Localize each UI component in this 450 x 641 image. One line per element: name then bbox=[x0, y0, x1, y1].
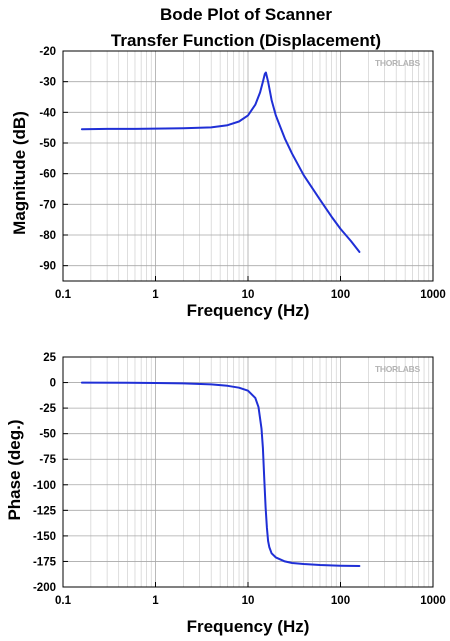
magnitude-y-tick-label: -30 bbox=[39, 77, 56, 89]
phase-y-tick-label: 25 bbox=[43, 352, 56, 364]
phase-y-tick-label: 0 bbox=[50, 378, 56, 390]
magnitude-x-tick-label: 100 bbox=[331, 289, 350, 301]
phase-x-tick-label: 0.1 bbox=[55, 595, 72, 607]
phase-y-tick-label: -150 bbox=[33, 531, 56, 543]
phase-x-axis-label: Frequency (Hz) bbox=[187, 617, 310, 636]
phase-x-tick-label: 100 bbox=[331, 595, 350, 607]
phase-y-tick-label: -75 bbox=[39, 454, 56, 466]
magnitude-plot: THORLABS 0.1 1 10 100 1000 -20 -30 -40 -50 -60 -70 -… bbox=[39, 46, 445, 301]
magnitude-y-tick-label: -20 bbox=[39, 46, 56, 58]
phase-series-line bbox=[80, 381, 361, 567]
phase-x-tick-label: 1000 bbox=[420, 595, 446, 607]
phase-y-tick-label: -125 bbox=[33, 505, 57, 517]
magnitude-watermark: THORLABS bbox=[375, 58, 420, 68]
magnitude-x-tick-label: 1000 bbox=[420, 289, 446, 301]
phase-y-axis-label: Phase (deg.) bbox=[5, 419, 24, 520]
magnitude-y-tick-label: -90 bbox=[39, 261, 56, 273]
phase-x-tick-label: 10 bbox=[242, 595, 255, 607]
magnitude-series-line bbox=[80, 71, 361, 253]
phase-x-tick-label: 1 bbox=[152, 595, 159, 607]
phase-watermark: THORLABS bbox=[375, 364, 420, 374]
magnitude-y-tick-label: -60 bbox=[39, 169, 56, 181]
magnitude-x-axis-label: Frequency (Hz) bbox=[187, 301, 310, 320]
phase-plot: THORLABS 0.1 1 10 100 1000 25 0 -25 -50 -75 -100 -12… bbox=[33, 352, 446, 607]
magnitude-y-axis-label: Magnitude (dB) bbox=[10, 111, 29, 235]
magnitude-y-tick-label: -70 bbox=[39, 199, 56, 211]
magnitude-x-tick-label: 0.1 bbox=[55, 289, 72, 301]
magnitude-y-tick-label: -40 bbox=[39, 107, 56, 119]
phase-y-tick-label: -100 bbox=[33, 480, 56, 492]
magnitude-y-tick-label: -80 bbox=[39, 230, 56, 242]
phase-y-tick-label: -50 bbox=[39, 429, 56, 441]
chart-title-line-1: Bode Plot of Scanner bbox=[160, 5, 332, 24]
magnitude-x-tick-label: 1 bbox=[152, 289, 159, 301]
phase-y-tick-label: -25 bbox=[39, 403, 56, 415]
phase-y-tick-label: -200 bbox=[33, 582, 56, 594]
phase-y-tick-label: -175 bbox=[33, 556, 57, 568]
chart-title-line-2: Transfer Function (Displacement) bbox=[111, 31, 381, 50]
magnitude-x-tick-label: 10 bbox=[242, 289, 255, 301]
magnitude-y-tick-label: -50 bbox=[39, 138, 56, 150]
